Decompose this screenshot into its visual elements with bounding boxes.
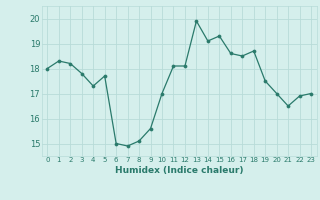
X-axis label: Humidex (Indice chaleur): Humidex (Indice chaleur) [115, 166, 244, 175]
